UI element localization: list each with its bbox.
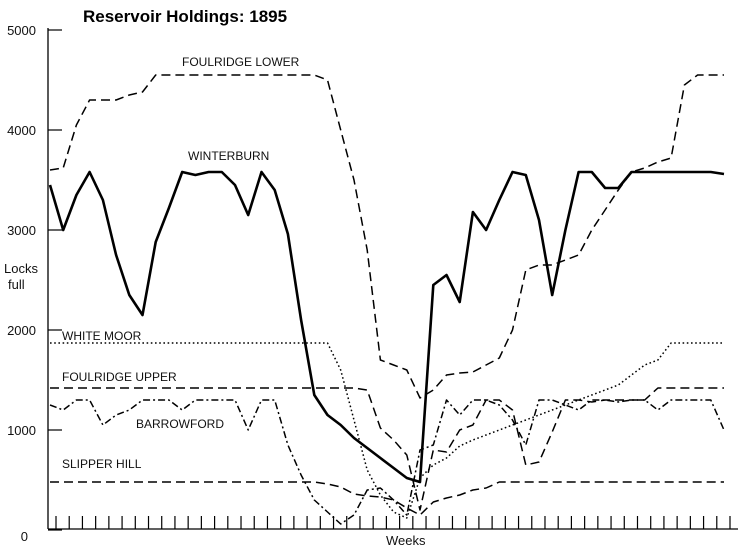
series-label-white-moor: WHITE MOOR: [62, 329, 142, 343]
y-tick-label: 1000: [7, 423, 36, 438]
y-tick-label: 3000: [7, 223, 36, 238]
chart-title: Reservoir Holdings: 1895: [83, 7, 287, 26]
y-ticks: 0 1000 2000 3000 4000 5000: [7, 23, 62, 544]
series-label-winterburn: WINTERBURN: [188, 149, 269, 163]
series-labels: FOULRIDGE LOWER WINTERBURN WHITE MOOR FOULR…: [62, 55, 300, 471]
x-axis-label: Weeks: [386, 533, 426, 548]
y-tick-label: 5000: [7, 23, 36, 38]
series-label-foulridge-lower: FOULRIDGE LOWER: [182, 55, 300, 69]
series-line-foulridge-upper: [50, 387, 724, 511]
x-ticks: [55, 516, 731, 529]
y-axis-label-line1: Locks: [4, 261, 38, 276]
series-label-barrowford: BARROWFORD: [136, 417, 224, 431]
y-tick-label: 0: [21, 529, 28, 544]
series-label-foulridge-upper: FOULRIDGE UPPER: [62, 370, 177, 384]
y-tick-label: 4000: [7, 123, 36, 138]
y-axis-label-line2: full: [8, 277, 25, 292]
series-line-slipper-hill: [50, 481, 724, 516]
series-label-slipper-hill: SLIPPER HILL: [62, 457, 142, 471]
series-line-foulridge-lower: [49, 74, 724, 399]
series-line-winterburn: [48, 170, 725, 484]
y-tick-label: 2000: [7, 323, 36, 338]
series-line-barrowford: [49, 399, 725, 525]
series-line-white-moor: [50, 342, 724, 519]
series-lines: [48, 74, 725, 525]
